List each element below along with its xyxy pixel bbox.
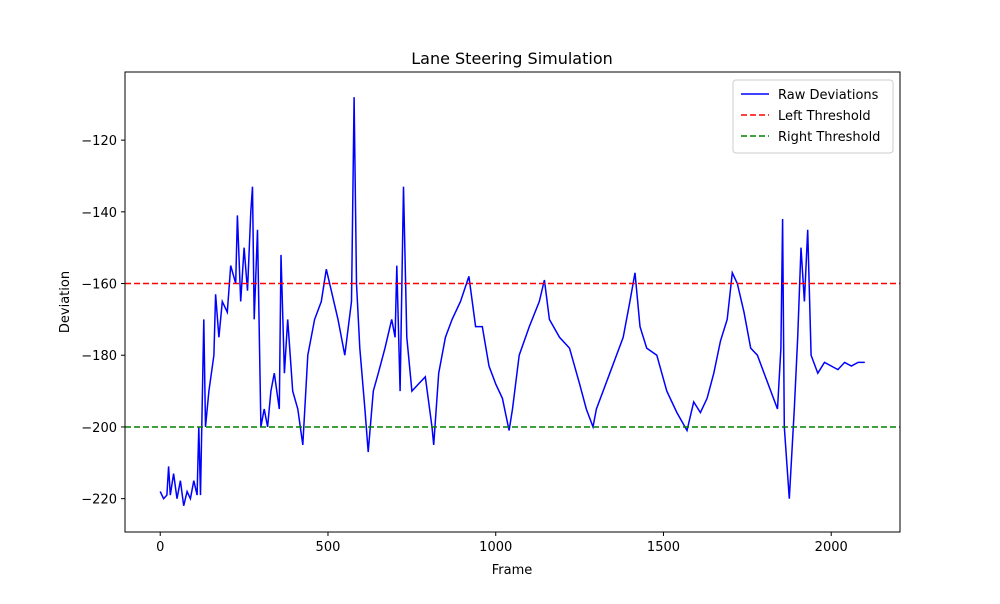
y-axis-label: Deviation (58, 271, 73, 333)
plot-frame (124, 71, 901, 533)
x-tick-label: 1000 (479, 540, 512, 555)
x-tick-label: 1500 (647, 540, 680, 555)
x-tick-label: 0 (156, 540, 164, 555)
y-tick-label: −220 (81, 493, 117, 508)
data-line (159, 97, 865, 506)
legend-label: Left Threshold (778, 109, 871, 124)
y-tick-label: −160 (81, 278, 117, 293)
y-tick-label: −180 (81, 349, 117, 364)
x-axis-label: Frame (492, 563, 533, 578)
chart-title: Lane Steering Simulation (411, 49, 613, 68)
x-tick-label: 2000 (815, 540, 848, 555)
legend-label: Right Threshold (778, 130, 880, 145)
y-tick-label: −200 (81, 421, 117, 436)
x-tick-label: 500 (316, 540, 341, 555)
y-tick-label: −140 (81, 206, 117, 221)
y-tick-label: −120 (81, 134, 117, 149)
legend: Raw Deviations Left Threshold Right Thresh… (732, 79, 894, 154)
legend-label: Raw Deviations (778, 88, 879, 103)
legend-box (732, 79, 894, 154)
